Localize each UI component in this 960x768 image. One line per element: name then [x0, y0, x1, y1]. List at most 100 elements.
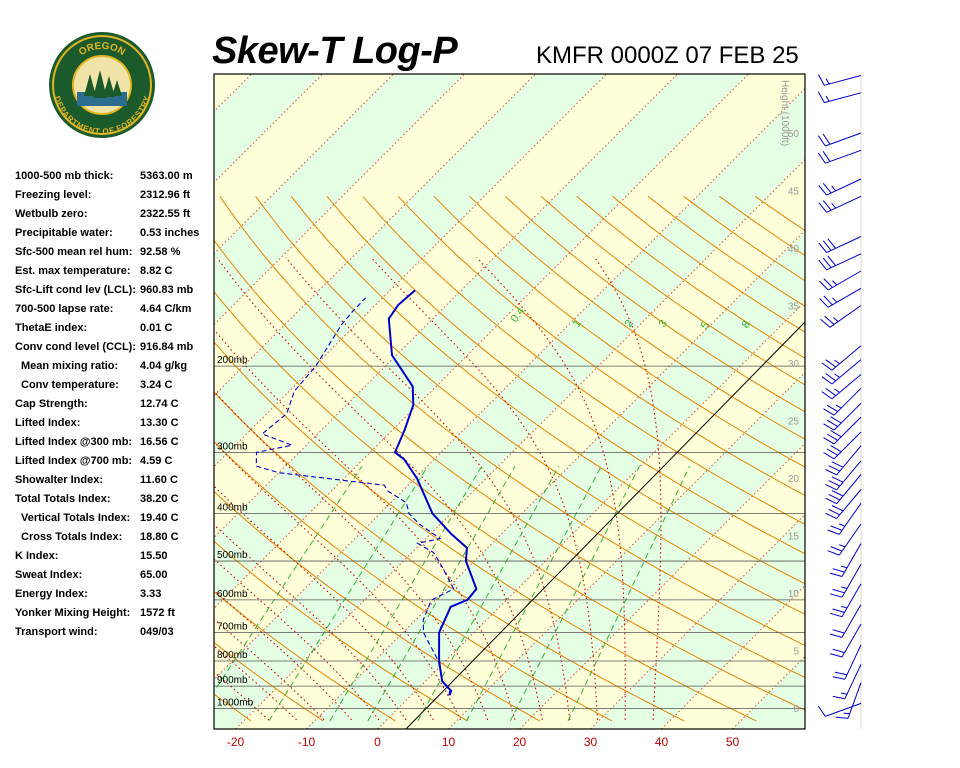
reference-line: [405, 321, 805, 729]
moist-adiabat: [214, 328, 516, 721]
x-tick-label: 10: [442, 735, 456, 749]
index-label: 1000-500 mb thick:: [15, 170, 114, 182]
dry-adiabat: [214, 693, 252, 722]
isotherm-band: [214, 88, 805, 729]
index-row: Sfc-Lift cond lev (LCL): 960.83 mb: [15, 282, 215, 301]
dry-adiabat: [397, 195, 805, 497]
index-label: Transport wind:: [15, 626, 98, 638]
wind-barb: [823, 387, 862, 416]
dry-adiabat: [255, 195, 805, 615]
height-label: 40: [788, 244, 800, 255]
index-row: Showalter Index: 11.60 C: [15, 472, 215, 491]
index-label: Lifted Index @300 mb:: [15, 436, 133, 448]
height-axis-title: Height (1000ft): [779, 80, 790, 146]
index-label: Sfc-Lift cond lev (LCL):: [15, 284, 136, 296]
index-value: 13.30 C: [140, 417, 179, 429]
index-label: Showalter Index:: [15, 474, 104, 486]
wind-barb: [825, 489, 862, 520]
mixing-ratio-line: [268, 465, 429, 722]
index-row: Transport wind: 049/03: [15, 624, 215, 643]
wind-barb: [821, 345, 862, 371]
height-label: 30: [788, 359, 800, 370]
index-row: Est. max temperature: 8.82 C: [15, 263, 215, 282]
index-value: 19.40 C: [140, 512, 179, 524]
index-value: 38.20 C: [140, 493, 179, 505]
index-label: Est. max temperature:: [15, 265, 131, 277]
index-label: Cap Strength:: [15, 398, 88, 410]
index-row: Precipitable water: 0.53 inches: [15, 225, 215, 244]
pressure-label: 600mb: [217, 589, 248, 600]
isotherm-line: [0, 74, 110, 729]
mixing-ratio-label: 8: [740, 319, 753, 331]
index-value: 2312.96 ft: [140, 189, 191, 201]
index-label: Sweat Index:: [15, 569, 83, 581]
isotherm-band: [0, 74, 39, 729]
index-label: Sfc-500 mean rel hum:: [15, 246, 133, 258]
pressure-label: 500mb: [217, 550, 248, 561]
index-row: Cap Strength: 12.74 C: [15, 396, 215, 415]
height-label: 25: [788, 417, 800, 428]
index-row: Sweat Index: 65.00: [15, 567, 215, 586]
wind-barb: [832, 664, 862, 700]
dry-adiabat: [214, 239, 805, 678]
height-label: 0: [793, 704, 799, 715]
dewpoint-trace: [255, 297, 455, 696]
mixing-ratio-label: 3: [657, 318, 670, 330]
dry-adiabat: [219, 196, 805, 647]
index-value: 11.60 C: [140, 474, 178, 486]
index-value: 4.64 C/km: [140, 303, 192, 315]
wind-barb: [829, 564, 862, 598]
index-value: 16.56 C: [140, 436, 179, 448]
index-value: 18.80 C: [140, 531, 179, 543]
index-value: 0.01 C: [140, 322, 173, 334]
index-label: Lifted Index:: [15, 417, 81, 429]
height-label: 10: [788, 589, 800, 600]
wind-barb: [825, 445, 862, 476]
index-value: 5363.00 m: [140, 170, 193, 182]
dry-adiabat: [326, 195, 805, 555]
x-tick-label: 20: [513, 735, 527, 749]
wind-barb: [818, 236, 862, 254]
x-tick-label: 50: [726, 735, 740, 749]
index-label: Freezing level:: [15, 189, 92, 201]
wind-barb: [829, 623, 862, 658]
wind-barb: [818, 178, 862, 196]
wind-barb: [823, 431, 862, 460]
index-row: Vertical Totals Index: 19.40 C: [15, 510, 215, 529]
index-value: 3.24 C: [140, 379, 173, 391]
wind-barb: [817, 702, 862, 717]
index-row: Total Totals Index: 38.20 C: [15, 491, 215, 510]
dry-adiabat: [362, 195, 805, 525]
plot-border: [213, 73, 806, 730]
isotherm-band: [590, 514, 805, 729]
index-label: Total Totals Index:: [15, 493, 111, 505]
moist-adiabat: [214, 485, 434, 721]
isotherm-line: [0, 74, 39, 729]
wind-barb: [818, 253, 862, 271]
wind-barb: [821, 359, 862, 385]
index-value: 92.58 %: [140, 246, 181, 258]
index-row: Energy Index: 3.33: [15, 586, 215, 605]
index-value: 4.04 g/kg: [140, 360, 188, 372]
wind-barb: [817, 149, 862, 164]
dry-adiabat: [0, 196, 107, 721]
index-row: Conv cond level (CCL): 916.84 mb: [15, 339, 215, 358]
index-row: K Index: 15.50: [15, 548, 215, 567]
moist-adiabat: [370, 257, 599, 720]
index-value: 65.00: [140, 569, 168, 581]
chart-title: Skew-T Log-P: [212, 30, 458, 72]
index-label: Precipitable water:: [15, 227, 113, 239]
index-row: Wetbulb zero: 2322.55 ft: [15, 206, 215, 225]
index-value: 3.33: [140, 588, 162, 600]
isotherm-line: [803, 726, 805, 729]
index-label: ThetaE index:: [15, 322, 88, 334]
moist-adiabat: [214, 618, 325, 721]
index-row: 1000-500 mb thick: 5363.00 m: [15, 168, 215, 187]
index-value: 2322.55 ft: [140, 208, 191, 220]
wind-barb: [829, 543, 862, 577]
wind-barb: [819, 270, 862, 291]
moist-adiabat: [476, 257, 626, 720]
height-label: 20: [788, 474, 800, 485]
dry-adiabat: [290, 195, 805, 585]
x-tick-label: -20: [227, 735, 245, 749]
